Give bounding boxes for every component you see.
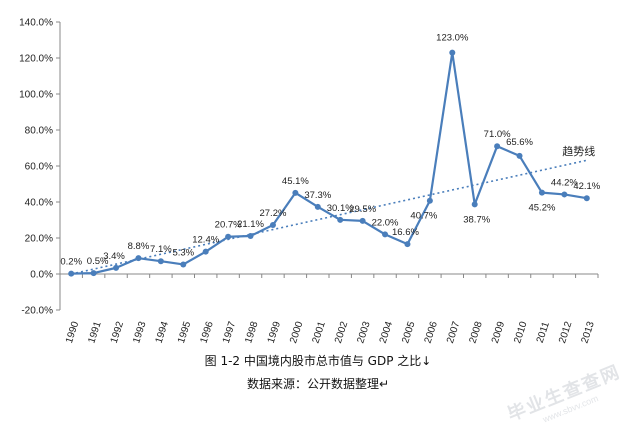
- x-axis: 1990 1991 1992 1993 1994 1995 1996 1997 1998 1999…: [59, 273, 599, 345]
- data-label: 8.8%: [128, 241, 150, 252]
- x-tick-label: 1991: [86, 320, 103, 345]
- data-point: [382, 231, 389, 238]
- data-point: [583, 195, 590, 202]
- data-label: 37.3%: [304, 190, 331, 201]
- data-point: [180, 261, 187, 268]
- data-point: [494, 143, 501, 150]
- data-labels: 0.2% 0.5%3.4%8.8% 7.1% 5.3%12.4%20.7%21.1%2…: [60, 33, 600, 268]
- y-tick-label: 0.0%: [30, 270, 53, 281]
- x-tick-label: 2000: [288, 320, 305, 345]
- x-tick-label: 1998: [243, 320, 260, 345]
- series-line: [71, 51, 587, 275]
- y-tick-label: 20.0%: [25, 234, 53, 245]
- data-point: [157, 258, 164, 265]
- data-label: 0.2%: [60, 257, 82, 268]
- data-label: 42.1%: [573, 181, 600, 192]
- x-tick-label: 2011: [535, 320, 552, 344]
- x-tick-label: 2005: [400, 320, 417, 345]
- data-point: [90, 270, 97, 277]
- x-tick-label: 2010: [512, 320, 529, 345]
- data-point: [247, 233, 254, 240]
- chart: -20.0% 0.0% 20.0% 40.0% 60.0% 80.0% 100.0% 120.…: [19, 18, 601, 345]
- data-label: 3.4%: [103, 251, 125, 262]
- x-tick-label: 2004: [378, 320, 395, 345]
- x-tick-label: 2006: [423, 320, 440, 345]
- x-tick-label: 1994: [154, 320, 171, 345]
- data-source-caption: 数据来源：公开数据整理↵: [246, 377, 390, 391]
- data-label: 12.4%: [192, 235, 219, 246]
- data-label: 45.1%: [282, 176, 309, 187]
- x-tick-label: 1997: [221, 320, 238, 345]
- x-tick-label: 1992: [109, 320, 126, 345]
- data-point: [269, 222, 276, 229]
- x-tick-label: 2009: [490, 320, 507, 345]
- x-tick-label: 2012: [557, 320, 574, 345]
- data-label: 22.0%: [372, 217, 399, 228]
- data-point: [292, 189, 299, 196]
- data-label: 27.2%: [259, 208, 286, 219]
- data-label: 45.2%: [528, 203, 555, 214]
- trend-line-group: 趋势线: [71, 144, 595, 275]
- data-point: [225, 233, 232, 240]
- data-label: 30.1%: [327, 203, 354, 214]
- data-point: [314, 203, 321, 210]
- data-label: 38.7%: [463, 214, 490, 225]
- trend-line-label: 趋势线: [562, 144, 595, 158]
- y-tick-label: 60.0%: [25, 162, 53, 173]
- data-label: 65.6%: [506, 137, 533, 148]
- data-label: 16.6%: [392, 227, 419, 238]
- data-point: [561, 191, 568, 198]
- x-tick-label: 1999: [266, 320, 283, 345]
- data-point: [426, 197, 433, 204]
- data-label: 21.1%: [237, 219, 264, 230]
- x-tick-label: 2001: [311, 320, 328, 345]
- data-point: [337, 216, 344, 223]
- series-group: [68, 49, 590, 277]
- data-label: 29.5%: [349, 204, 376, 215]
- x-tick-label: 1996: [198, 320, 215, 345]
- trend-line: [71, 159, 587, 275]
- data-point: [538, 189, 545, 196]
- y-tick-label: 120.0%: [19, 54, 53, 65]
- y-tick-label: 40.0%: [25, 198, 53, 209]
- y-tick-label: 80.0%: [25, 126, 53, 137]
- x-tick-label: 1995: [176, 320, 193, 345]
- data-point: [516, 152, 523, 159]
- data-point: [471, 201, 478, 208]
- x-tick-label: 2008: [467, 320, 484, 345]
- data-point: [113, 264, 120, 271]
- data-label: 40.7%: [410, 211, 437, 222]
- data-label: 7.1%: [150, 244, 172, 255]
- x-tick-label: 1990: [64, 320, 81, 345]
- data-label: 71.0%: [484, 129, 511, 140]
- figure-caption: 图 1-2 中国境内股市总市值与 GDP 之比↓: [204, 354, 432, 368]
- x-tick-label: 2007: [445, 320, 462, 345]
- x-tick-label: 2002: [333, 320, 350, 345]
- watermark: 毕业生查查网 www.sbvv.com: [503, 358, 628, 436]
- x-tick-label: 2013: [580, 320, 597, 345]
- data-point: [359, 217, 366, 224]
- y-tick-label: 140.0%: [19, 18, 53, 29]
- data-point: [404, 241, 411, 248]
- y-axis: -20.0% 0.0% 20.0% 40.0% 60.0% 80.0% 100.0% 120.…: [19, 18, 61, 317]
- data-point: [449, 49, 456, 56]
- data-point: [68, 270, 75, 277]
- y-tick-label: 100.0%: [19, 90, 53, 101]
- x-tick-label: 2003: [355, 320, 372, 345]
- data-label: 20.7%: [215, 220, 242, 231]
- data-label: 44.2%: [551, 177, 578, 188]
- data-label: 123.0%: [436, 33, 469, 44]
- data-point: [135, 255, 142, 262]
- data-label: 0.5%: [87, 256, 109, 267]
- data-label: 5.3%: [172, 247, 194, 258]
- x-tick-label: 1993: [131, 320, 148, 345]
- data-point: [202, 248, 209, 255]
- y-tick-label: -20.0%: [21, 306, 53, 317]
